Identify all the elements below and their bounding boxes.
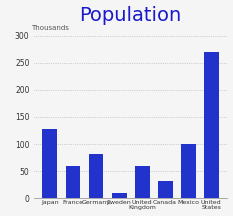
Bar xyxy=(65,166,80,198)
Bar xyxy=(42,129,58,198)
Bar xyxy=(204,52,219,198)
Bar xyxy=(135,166,150,198)
Bar xyxy=(158,181,173,198)
Title: Population: Population xyxy=(79,6,182,25)
Bar xyxy=(89,154,103,198)
Text: Thousands: Thousands xyxy=(31,25,69,31)
Bar xyxy=(181,144,196,198)
Bar xyxy=(112,193,127,198)
